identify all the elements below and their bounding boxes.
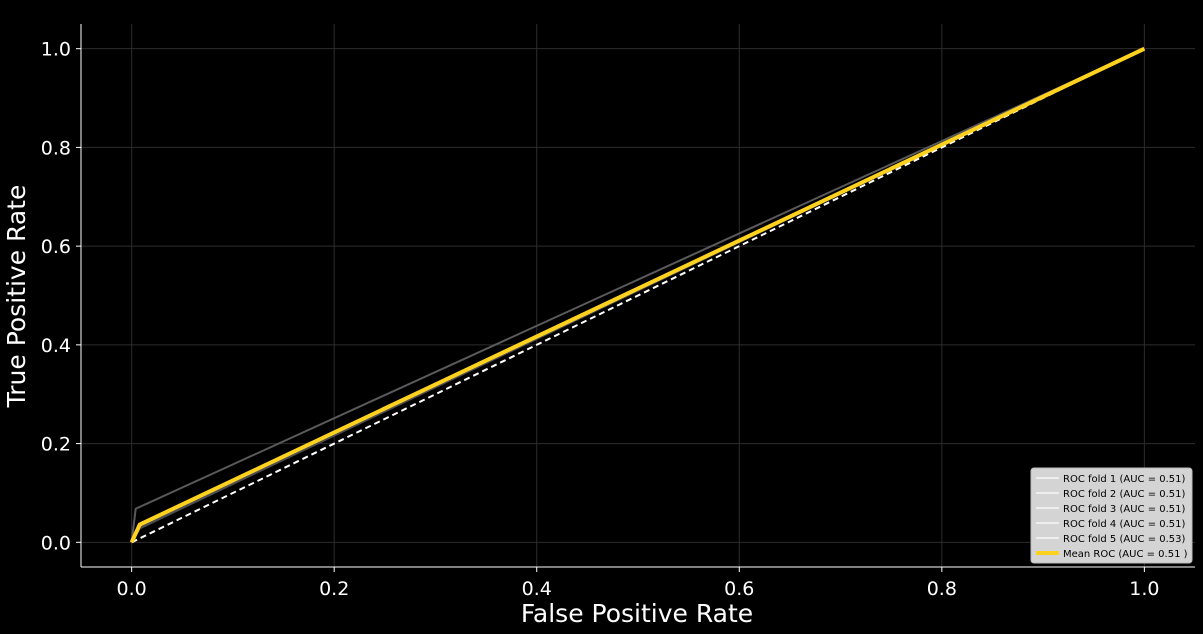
roc-fold-line-5 [130, 47, 1145, 543]
legend-label: ROC fold 4 (AUC = 0.51) [1063, 519, 1186, 530]
x-tick-label: 0.2 [319, 578, 349, 600]
tick-labels: 0.0 0.2 0.4 0.6 0.8 1.0 0.0 0.2 0.4 0.6 0.8 1.0 [41, 39, 1160, 600]
y-tick-label: 0.6 [41, 236, 71, 258]
y-tick-label: 0.8 [41, 137, 71, 159]
x-axis-title: False Positive Rate [521, 599, 753, 628]
y-tick-label: 0.2 [41, 434, 71, 456]
chance-line [131, 47, 1145, 544]
legend-label: Mean ROC (AUC = 0.51 ) [1063, 549, 1188, 560]
legend: ROC fold 1 (AUC = 0.51) ROC fold 2 (AUC =… [1030, 467, 1193, 564]
legend-label: ROC fold 1 (AUC = 0.51) [1063, 474, 1186, 485]
legend-label: ROC fold 2 (AUC = 0.51) [1063, 489, 1186, 500]
legend-label: ROC fold 5 (AUC = 0.53) [1063, 534, 1186, 545]
legend-label: ROC fold 3 (AUC = 0.51) [1063, 504, 1186, 515]
y-tick-label: 1.0 [41, 39, 71, 61]
x-tick-label: 0.4 [522, 578, 552, 600]
x-tick-label: 0.6 [724, 578, 754, 600]
grid-lines [81, 24, 1195, 567]
x-tick-label: 0.8 [927, 578, 957, 600]
y-tick-label: 0.4 [41, 335, 71, 357]
mean-roc-line [129, 46, 1146, 544]
x-tick-label: 0.0 [117, 578, 147, 600]
axes [76, 24, 1195, 572]
legend-box [1030, 467, 1193, 564]
plot-lines [129, 46, 1146, 544]
y-tick-label: 0.0 [41, 532, 71, 554]
y-axis-title: True Positive Rate [2, 185, 31, 409]
x-tick-label: 1.0 [1129, 578, 1159, 600]
